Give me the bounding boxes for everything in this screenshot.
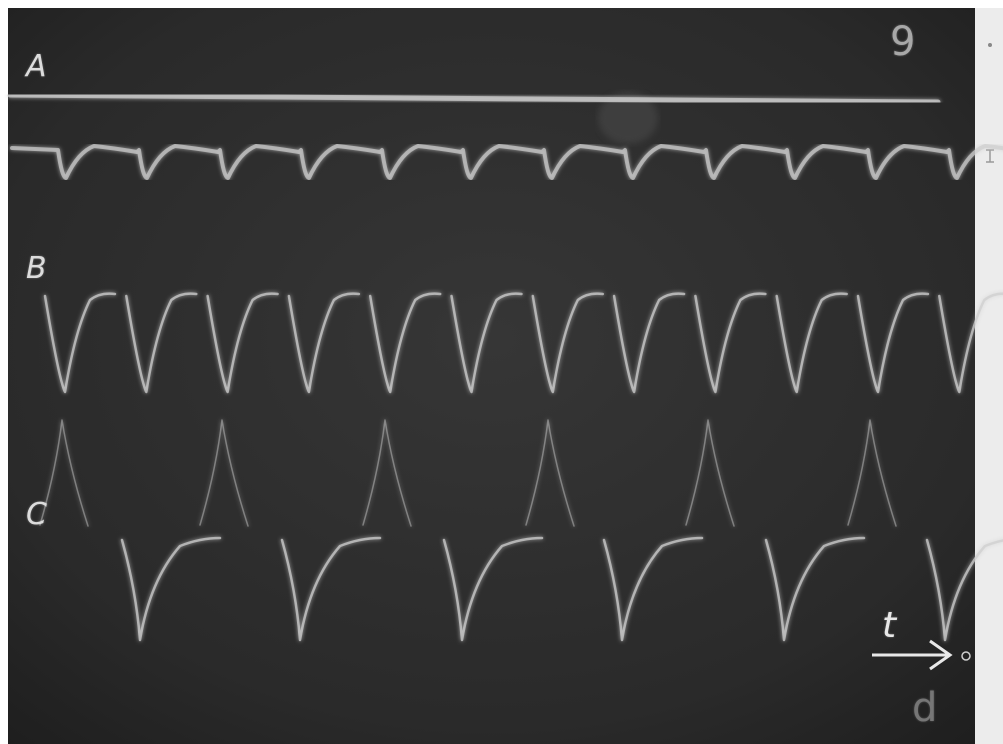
trace-b-signal	[43, 292, 1003, 394]
trace-a-signal	[10, 144, 1003, 180]
trace-a-baseline	[7, 92, 941, 105]
right-margin-strip	[975, 8, 1003, 744]
trace-label-c: C	[26, 497, 47, 532]
corner-mark: d	[912, 685, 938, 731]
edge-dot	[988, 43, 992, 47]
trace-label-a: A	[26, 49, 47, 84]
screen-smudge	[598, 92, 658, 144]
trace-bc-crossover	[39, 419, 897, 527]
trace-c-signal	[120, 536, 1003, 642]
trace-group	[7, 92, 1003, 642]
frame-number: 9	[890, 19, 916, 65]
time-axis-label: t	[882, 605, 897, 646]
trace-label-b: B	[26, 251, 47, 286]
time-arrow-icon	[872, 639, 971, 671]
screen-background	[8, 8, 975, 744]
